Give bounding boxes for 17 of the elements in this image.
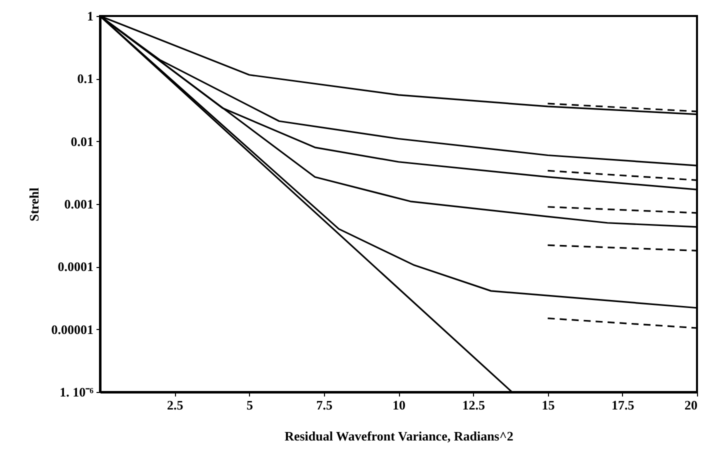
x-tick-label: 7.5 [316, 398, 333, 412]
x-tick-label: 12.5 [462, 398, 486, 412]
y-tick-label: 0.1 [77, 71, 94, 86]
x-axis-title: Residual Wavefront Variance, Radians^2 [284, 428, 514, 444]
y-tick-label: 0.01 [70, 134, 94, 149]
y-tick-label: 1 [87, 8, 94, 24]
y-tick-label: 0.001 [64, 196, 94, 212]
y-tick-label: 0.00001 [51, 322, 94, 337]
y-tick-label: 0.0001 [58, 259, 94, 274]
x-tick-label: 20 [684, 398, 698, 412]
y-tick-label: 1. 10⁻⁶ [60, 384, 94, 400]
y-axis-title: Strehl [26, 187, 42, 222]
x-tick-label: 10 [392, 398, 406, 412]
x-tick-label: 17.5 [612, 398, 635, 412]
x-tick-label: 15 [542, 398, 556, 412]
x-tick-label: 2.5 [167, 398, 184, 412]
x-tick-label: 5 [246, 398, 254, 412]
